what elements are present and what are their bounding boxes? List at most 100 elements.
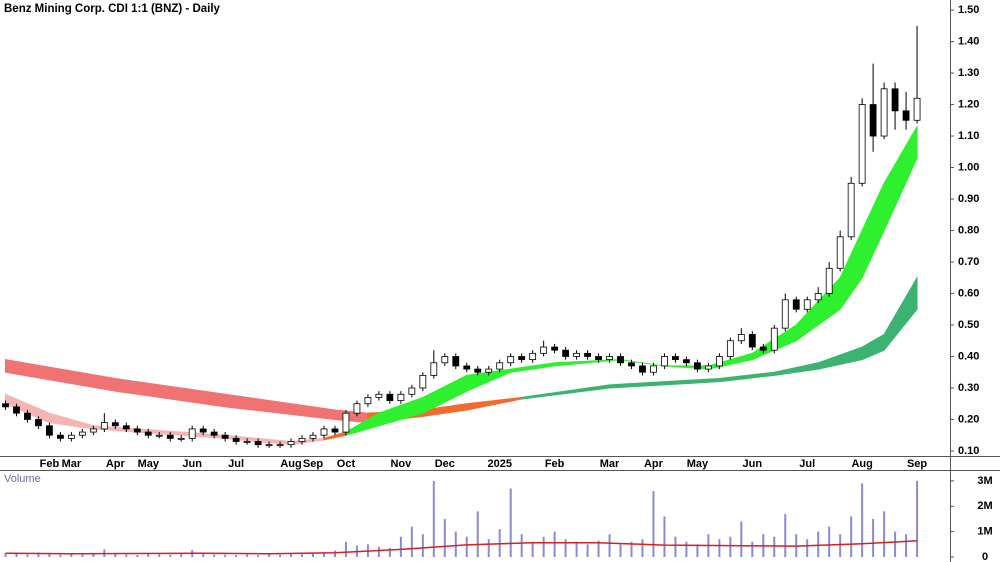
x-tick-label: Feb: [40, 458, 60, 470]
volume-bar: [531, 541, 534, 557]
volume-bar: [410, 526, 413, 557]
candle-body: [639, 365, 646, 373]
volume-bar: [553, 531, 556, 557]
volume-bar: [257, 555, 260, 557]
volume-bar: [597, 540, 600, 557]
candle-body: [672, 356, 679, 361]
candle-body: [265, 444, 273, 447]
candle-body: [485, 368, 493, 373]
y-tick-label: 0.70: [958, 256, 979, 268]
volume-bar: [235, 554, 238, 557]
volume-bar: [487, 539, 490, 557]
volume-bar: [246, 554, 249, 557]
volume-bar: [729, 536, 732, 557]
ribbon: [521, 275, 918, 400]
volume-bar: [279, 554, 282, 557]
volume-bar: [839, 534, 842, 557]
volume-bar: [92, 552, 95, 557]
x-tick-label: Sep: [303, 458, 323, 470]
candle-body: [155, 434, 163, 437]
candle-body: [595, 356, 602, 361]
volume-bar: [641, 539, 644, 557]
x-tick-label: Nov: [390, 458, 412, 470]
candle-body: [133, 428, 141, 433]
volume-average: [5, 540, 918, 555]
candle-body: [573, 352, 580, 357]
candle-body: [144, 431, 152, 436]
volume-bar: [432, 480, 435, 557]
volume-bar: [399, 536, 402, 557]
x-tick-label: Mar: [62, 458, 82, 470]
volume-bar: [48, 553, 51, 557]
candle-body: [803, 299, 811, 310]
candle-body: [419, 374, 427, 389]
volume-bar: [333, 550, 336, 557]
volume-bar: [312, 553, 315, 557]
x-tick-label: Aug: [280, 458, 301, 470]
candle-body: [199, 428, 207, 433]
candle-body: [902, 110, 910, 121]
candle-body: [507, 356, 515, 364]
volume-bar: [388, 548, 391, 557]
volume-bar: [4, 553, 7, 557]
candle-body: [67, 434, 75, 439]
volume-bar: [224, 554, 227, 557]
y-tick-label: 3M: [977, 475, 992, 487]
candle-body: [342, 412, 350, 433]
y-tick-label: 0.10: [958, 445, 979, 457]
volume-bar: [542, 536, 545, 557]
volume-bar: [685, 541, 688, 557]
y-tick-label: 1.20: [958, 98, 979, 110]
volume-bar: [773, 536, 776, 557]
volume-bar: [696, 544, 699, 557]
candle-body: [759, 346, 767, 351]
volume-bar: [718, 539, 721, 557]
candle-body: [661, 356, 668, 367]
candle-body: [298, 437, 306, 442]
x-tick-label: Jun: [182, 458, 202, 470]
candle-body: [57, 434, 64, 439]
volume-bar: [850, 516, 853, 557]
volume-bar: [268, 553, 271, 557]
candle-body: [617, 356, 624, 364]
x-tick-label: Sep: [907, 458, 927, 470]
volume-bar: [575, 541, 578, 557]
candle-body: [309, 434, 317, 439]
candle-body: [540, 346, 548, 354]
candle-body: [748, 334, 756, 348]
y-tick-label: 0: [982, 551, 988, 562]
candle-body: [408, 387, 416, 395]
candle-body: [232, 437, 240, 442]
candle-body: [24, 412, 31, 420]
volume-bar: [169, 554, 172, 557]
candle-body: [858, 104, 866, 184]
volume-bar: [498, 529, 501, 557]
candle-body: [89, 428, 97, 433]
y-tick-label: 1.00: [958, 161, 979, 173]
candle-body: [704, 365, 712, 370]
volume-bar: [663, 516, 666, 557]
volume-bar: [26, 554, 29, 557]
volume-bar: [509, 488, 512, 557]
volume-bar: [344, 541, 347, 557]
y-tick-label: 1.40: [958, 35, 979, 47]
candle-body: [781, 299, 789, 329]
volume-bar: [806, 539, 809, 557]
volume-bar: [652, 491, 655, 557]
volume-bar: [421, 534, 424, 557]
volume-bar: [81, 553, 84, 557]
candle-body: [210, 431, 218, 436]
candle-body: [221, 434, 229, 439]
volume-bar: [158, 554, 161, 557]
volume-bar: [861, 483, 864, 557]
candle-body: [562, 349, 570, 357]
candle-body: [913, 97, 921, 121]
candle-body: [683, 359, 690, 364]
candle-body: [188, 428, 196, 439]
x-tick-label: Apr: [106, 458, 126, 470]
volume-bar: [630, 541, 633, 557]
volume-bar: [377, 546, 380, 557]
volume-bar: [70, 554, 73, 557]
volume-bar: [301, 554, 304, 557]
panel-title: Volume: [4, 473, 41, 485]
